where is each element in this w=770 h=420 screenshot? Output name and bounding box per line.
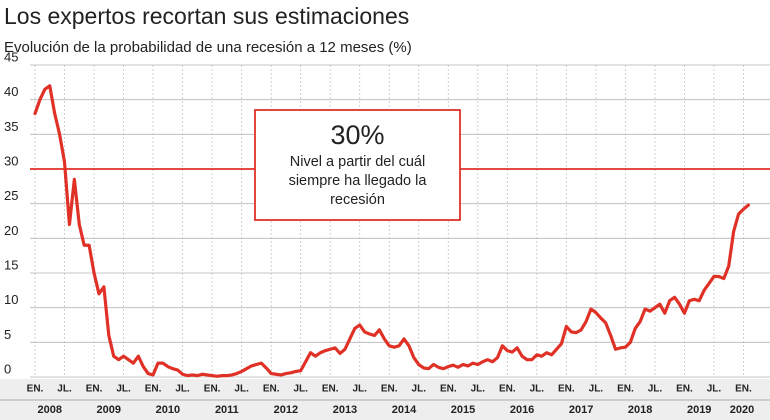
plot: 30% Nivel a partir del cuál siempre ha lle… (30, 84, 770, 378)
y-tick-label: 10 (4, 292, 18, 307)
x-tick-label: JL. (530, 384, 545, 395)
data-line (33, 84, 750, 378)
x-tick-label: JL. (412, 384, 427, 395)
annotation-text: Nivel a partir del cuál (290, 154, 425, 170)
annotation-box (254, 109, 461, 221)
year-label: 2013 (333, 404, 357, 416)
y-tick-label: 20 (4, 223, 18, 238)
x-tick-label: JL. (175, 384, 190, 395)
year-label: 2017 (569, 404, 593, 416)
x-tick-label: JL. (471, 384, 486, 395)
y-tick-label: 0 (4, 361, 11, 376)
x-tick-label: EN. (440, 384, 457, 395)
y-tick-label: 40 (4, 84, 18, 99)
x-tick-label: JL. (589, 384, 604, 395)
x-tick-label: JL. (234, 384, 249, 395)
x-tick-label: EN. (86, 384, 103, 395)
chart-title: Los expertos recortan sus estimaciones (4, 3, 409, 29)
year-label: 2011 (215, 404, 239, 416)
x-tick-label: JL. (352, 384, 367, 395)
year-label: 2012 (274, 404, 298, 416)
y-tick-label: 30 (4, 153, 18, 168)
x-tick-label: EN. (617, 384, 634, 395)
chart-subtitle: Evolución de la probabilidad de una rece… (4, 39, 412, 56)
year-label: 2009 (97, 404, 121, 416)
year-label: 2016 (510, 404, 534, 416)
year-label: 2010 (156, 404, 180, 416)
x-tick-label: EN. (381, 384, 398, 395)
y-tick-label: 15 (4, 257, 18, 272)
y-tick-label: 35 (4, 119, 18, 134)
x-tick-label: EN. (27, 384, 44, 395)
x-tick-label: EN. (204, 384, 221, 395)
x-tick-label: JL. (57, 384, 72, 395)
x-tick-label: EN. (322, 384, 339, 395)
year-label: 2008 (38, 404, 62, 416)
annotation-title: 30% (330, 120, 384, 150)
y-tick-label: 5 (4, 327, 11, 342)
annotation-text: recesión (330, 192, 385, 208)
grid (0, 64, 770, 420)
x-tick-label: EN. (263, 384, 280, 395)
x-axis-band (0, 379, 770, 420)
x-tick-label: EN. (735, 384, 752, 395)
x-tick-label: JL. (707, 384, 722, 395)
annotation-text: siempre ha llegado la (289, 173, 428, 189)
x-tick-label: EN. (145, 384, 162, 395)
y-tick-label: 25 (4, 188, 18, 203)
x-tick-label: EN. (558, 384, 575, 395)
x-tick-label: JL. (116, 384, 131, 395)
year-label: 2015 (451, 404, 475, 416)
year-label: 2018 (628, 404, 652, 416)
x-tick-label: EN. (676, 384, 693, 395)
year-label: 2019 (687, 404, 711, 416)
x-tick-label: EN. (499, 384, 516, 395)
year-label: 2014 (392, 404, 417, 416)
y-tick-label: 45 (4, 49, 18, 64)
year-label: 2020 (730, 404, 754, 416)
x-tick-label: JL. (293, 384, 308, 395)
x-tick-label: JL. (648, 384, 663, 395)
